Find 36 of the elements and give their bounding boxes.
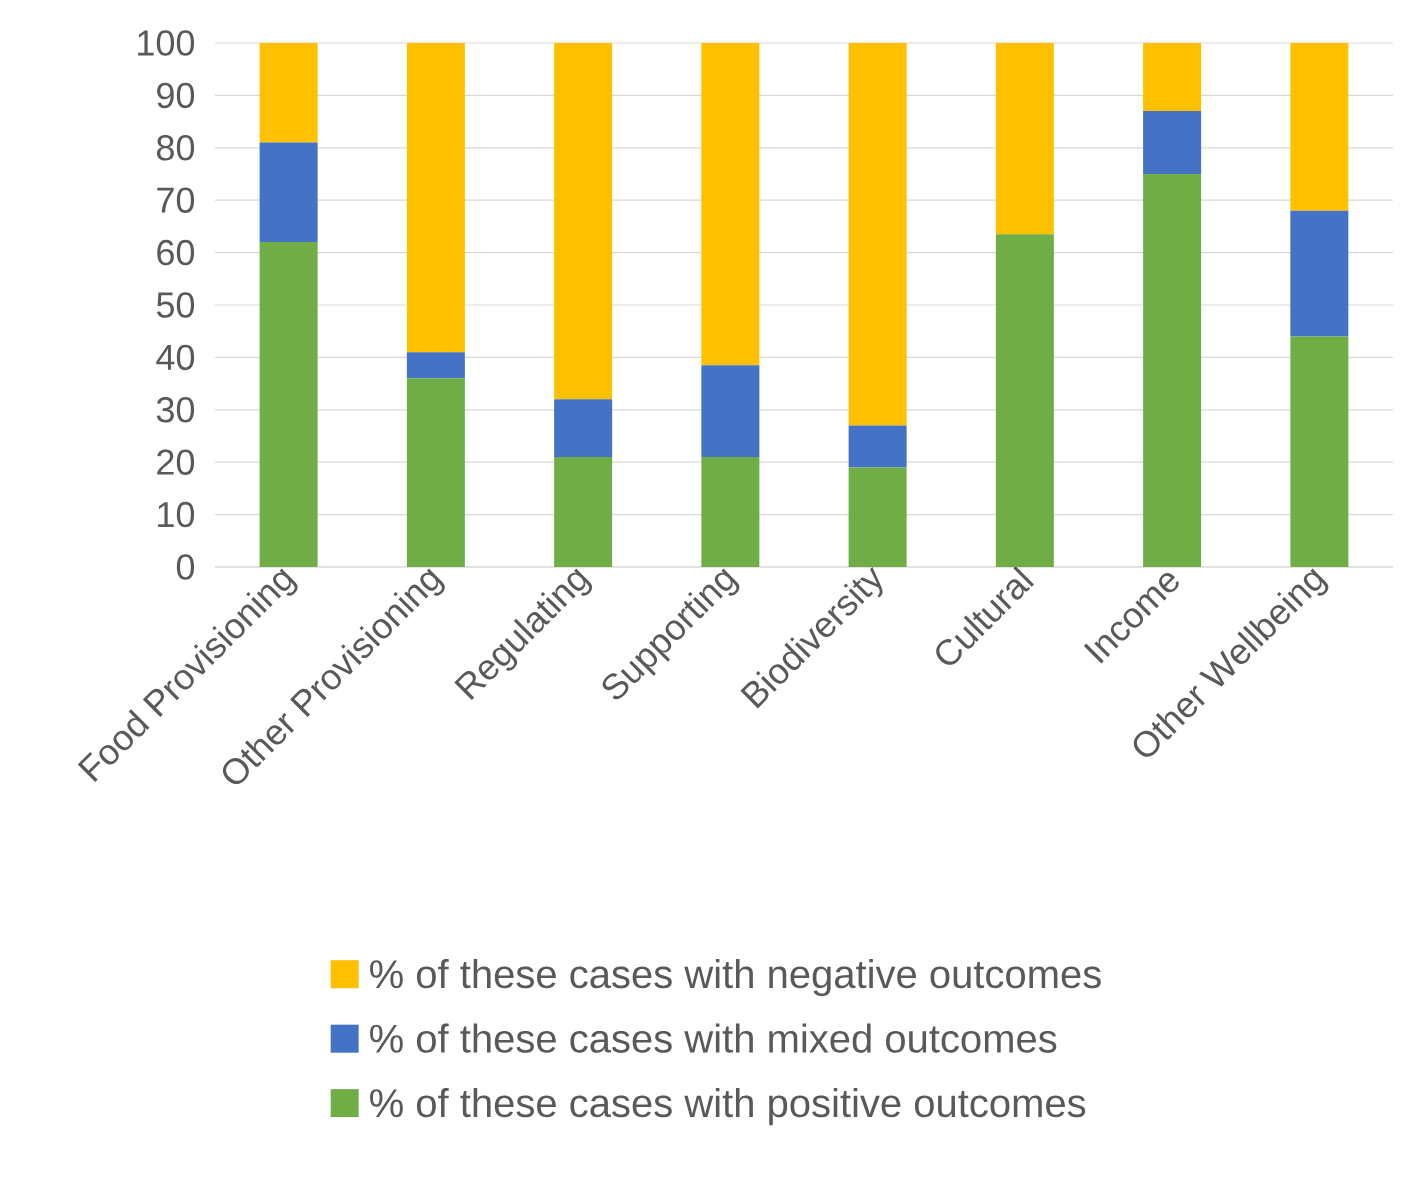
bar xyxy=(554,42,613,400)
bar xyxy=(848,425,907,468)
bar xyxy=(848,42,907,426)
bar xyxy=(1143,42,1202,112)
bar xyxy=(1143,111,1202,174)
bar xyxy=(848,467,907,567)
bar xyxy=(1290,210,1349,337)
y-tick-label: 90 xyxy=(157,82,195,109)
y-tick-label: 80 xyxy=(157,135,195,161)
y-tick-label: 10 xyxy=(158,501,195,528)
bar xyxy=(406,378,465,567)
bar xyxy=(1290,42,1349,211)
y-tick-label: 50 xyxy=(156,292,195,318)
y-tick-label: 100 xyxy=(138,30,195,56)
legend-label: % of these cases with mixed outcomes xyxy=(370,1023,1057,1053)
bar xyxy=(259,242,318,567)
bar xyxy=(1290,336,1349,567)
legend-label: % of these cases with negative outcomes xyxy=(370,958,1101,997)
bar xyxy=(259,142,318,243)
bar xyxy=(259,42,318,143)
y-tick-label: 30 xyxy=(156,397,195,423)
y-tick-label: 60 xyxy=(157,239,195,266)
bar xyxy=(701,365,760,457)
legend-label: % of these cases with positive outcomes xyxy=(370,1087,1086,1126)
y-tick-label: 70 xyxy=(157,187,195,213)
bar xyxy=(406,352,465,379)
bar xyxy=(701,456,760,567)
bar xyxy=(554,456,613,567)
bar xyxy=(406,42,465,353)
bar xyxy=(554,399,613,457)
bar xyxy=(1143,173,1202,567)
y-tick-label: 20 xyxy=(157,449,195,475)
y-tick-label: 40 xyxy=(156,344,195,371)
bar xyxy=(701,42,760,366)
bar xyxy=(995,42,1054,235)
bar xyxy=(995,234,1054,567)
